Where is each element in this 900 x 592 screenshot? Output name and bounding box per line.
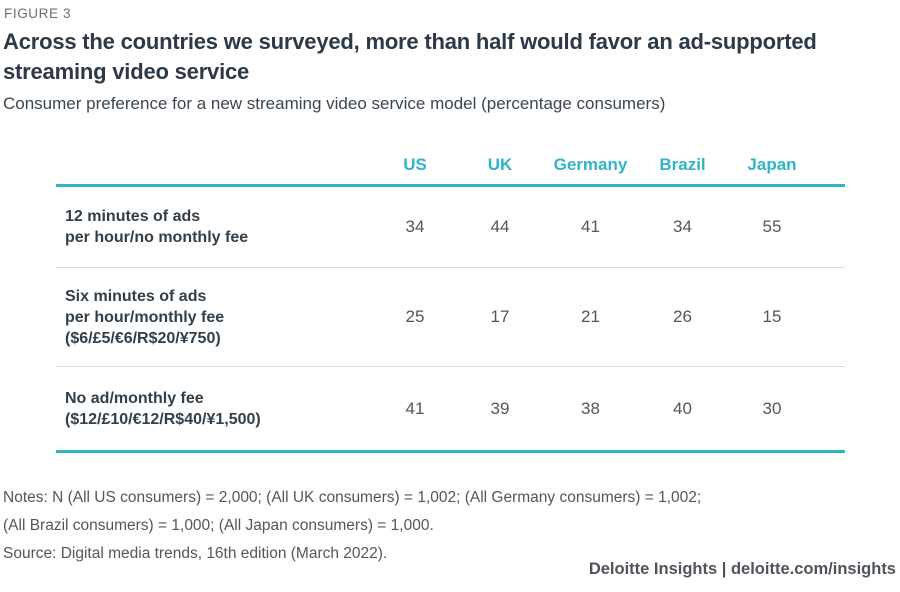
table-row: No ad/monthly fee ($12/£10/€12/R$40/¥1,5… <box>56 366 845 450</box>
cell-value: 44 <box>490 217 510 236</box>
row-label-line: 12 minutes of ads <box>65 208 201 225</box>
cell-value: 26 <box>673 307 692 326</box>
figure-subtitle: Consumer preference for a new streaming … <box>3 94 666 113</box>
row-label-line: per hour/monthly fee <box>65 308 225 326</box>
data-table: US UK Germany Brazil Japan 12 minutes of… <box>56 148 845 453</box>
cell-value: 34 <box>673 217 692 236</box>
figure-notes: Notes: N (All US consumers) = 2,000; (Al… <box>3 484 701 568</box>
cell-value: 17 <box>490 307 510 326</box>
cell-value: 15 <box>762 307 782 326</box>
cell-value: 55 <box>762 217 782 236</box>
cell-value: 21 <box>581 307 600 326</box>
row-label-line: ($6/£5/€6/R$20/¥750) <box>65 329 221 347</box>
cell-value: 30 <box>762 398 782 418</box>
column-header-germany: Germany <box>553 155 628 174</box>
cell-value: 40 <box>673 398 692 418</box>
column-header-brazil: Brazil <box>659 155 706 174</box>
deloitte-insights-attribution: Deloitte Insights | deloitte.com/insight… <box>588 560 896 578</box>
table-header-row: US UK Germany Brazil Japan <box>56 148 845 187</box>
row-label: 12 minutes of ads per hour/no monthly fe… <box>56 206 374 248</box>
column-header-us: US <box>403 155 427 174</box>
row-label-line: per hour/no monthly fee <box>65 229 249 246</box>
cell-value: 39 <box>490 398 510 418</box>
cell-value: 34 <box>405 217 425 236</box>
cell-value: 38 <box>581 398 600 418</box>
figure-label: FIGURE 3 <box>4 6 72 21</box>
table-row: Six minutes of ads per hour/monthly fee … <box>56 267 845 366</box>
row-label: No ad/monthly fee ($12/£10/€12/R$40/¥1,5… <box>56 388 374 430</box>
cell-value: 41 <box>581 217 600 236</box>
row-label: Six minutes of ads per hour/monthly fee … <box>56 286 374 349</box>
row-label-line: ($12/£10/€12/R$40/¥1,500) <box>65 410 261 428</box>
row-label-line: No ad/monthly fee <box>65 389 204 407</box>
source-line: Source: Digital media trends, 16th editi… <box>3 545 388 562</box>
row-label-line: Six minutes of ads <box>65 287 207 305</box>
notes-line: (All Brazil consumers) = 1,000; (All Jap… <box>3 517 434 534</box>
cell-value: 41 <box>405 398 425 418</box>
cell-value: 25 <box>405 307 425 326</box>
table-row: 12 minutes of ads per hour/no monthly fe… <box>56 187 845 267</box>
column-header-japan: Japan <box>747 155 797 174</box>
notes-line: Notes: N (All US consumers) = 2,000; (Al… <box>3 489 702 506</box>
column-header-uk: UK <box>487 155 513 174</box>
figure-title: Across the countries we surveyed, more t… <box>3 29 817 84</box>
